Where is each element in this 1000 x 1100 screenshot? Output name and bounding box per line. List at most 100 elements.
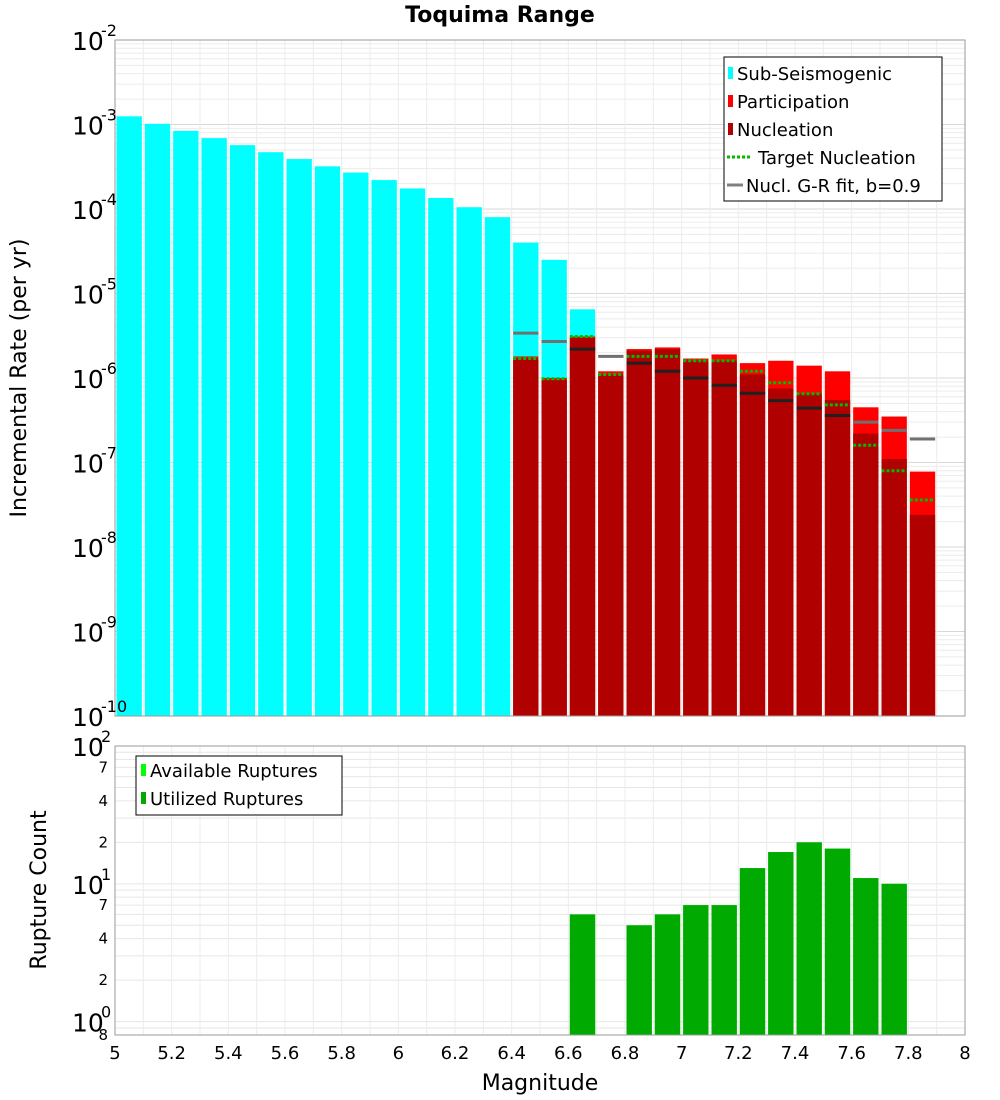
nucleation-bar <box>513 358 539 716</box>
bottom-y-tick-label: 10 <box>72 871 104 900</box>
top-y-tick-label: 10 <box>72 534 104 563</box>
nucleation-bar <box>909 514 936 716</box>
x-tick-label: 6.4 <box>497 1043 526 1064</box>
sub-seismogenic-bar <box>229 145 256 716</box>
top-y-tick-exponent: -2 <box>101 21 117 40</box>
bottom-y-tick-exponent: 1 <box>101 865 111 884</box>
bottom-legend-label: Available Ruptures <box>150 761 318 782</box>
sub-seismogenic-bar <box>371 180 397 716</box>
bottom-legend-swatch <box>141 764 146 776</box>
top-y-tick-label: 10 <box>72 112 104 141</box>
top-y-tick-exponent: -8 <box>101 528 117 547</box>
bottom-y-axis-label: Rupture Count <box>27 810 52 970</box>
bottom-y-tick-label: 10 <box>72 1009 104 1038</box>
sub-seismogenic-bar <box>484 217 511 716</box>
top-y-tick-exponent: -3 <box>101 106 117 125</box>
x-tick-label: 8 <box>959 1043 970 1064</box>
bottom-y-minor-tick-label: 2 <box>98 833 108 851</box>
x-axis-label: Magnitude <box>482 1071 599 1096</box>
bottom-y-tick-exponent: 0 <box>101 1003 111 1022</box>
nucleation-bar <box>824 399 851 716</box>
top-legend-swatch <box>728 123 733 135</box>
sub-seismogenic-bar <box>173 130 199 716</box>
x-tick-label: 7.2 <box>724 1043 753 1064</box>
bottom-legend-swatch <box>141 792 146 804</box>
sub-seismogenic-bar <box>399 188 426 716</box>
top-y-tick-label: 10 <box>72 619 104 648</box>
x-tick-label: 5.6 <box>271 1043 300 1064</box>
x-tick-label: 5.2 <box>157 1043 186 1064</box>
top-legend-swatch <box>728 67 733 79</box>
bottom-y-minor-tick-label: 2 <box>98 971 108 989</box>
bottom-y-tick-label: 10 <box>72 733 104 762</box>
top-y-tick-exponent: -4 <box>101 190 117 209</box>
top-y-tick-exponent: -10 <box>101 697 127 716</box>
top-legend-label: Nucl. G-R fit, b=0.9 <box>746 176 921 197</box>
bottom-legend-box <box>135 755 343 816</box>
utilized-ruptures-bar <box>683 905 709 1035</box>
top-bars <box>116 116 936 716</box>
bottom-bars <box>569 842 907 1035</box>
x-tick-label: 6.8 <box>611 1043 640 1064</box>
sub-seismogenic-bar <box>258 152 284 716</box>
nucleation-bar <box>739 374 766 716</box>
chart-title: Toquima Range <box>405 3 595 28</box>
nucleation-bar <box>569 337 596 716</box>
bottom-y-tick-exponent: 2 <box>101 727 111 746</box>
nucleation-bar <box>626 350 652 716</box>
top-y-tick-label: 10 <box>72 27 104 56</box>
top-y-tick-label: 10 <box>72 450 104 479</box>
nucleation-bar <box>598 374 624 716</box>
top-legend-label: Participation <box>737 92 849 113</box>
x-tick-label: 5.4 <box>214 1043 243 1064</box>
x-tick-label: 7 <box>676 1043 687 1064</box>
top-y-tick-exponent: -5 <box>101 275 117 294</box>
x-tick-label: 6.2 <box>441 1043 470 1064</box>
top-legend-label: Sub-Seismogenic <box>737 64 892 85</box>
sub-seismogenic-bar <box>428 197 454 716</box>
utilized-ruptures-bar <box>711 905 737 1035</box>
bottom-legend-label: Utilized Ruptures <box>150 789 303 810</box>
utilized-ruptures-bar <box>569 914 596 1035</box>
nucleation-bar <box>654 349 681 716</box>
bottom-y-minor-tick-label: 7 <box>98 758 108 776</box>
top-legend-box <box>723 56 943 202</box>
sub-seismogenic-bar <box>201 138 227 716</box>
x-tick-label: 7.8 <box>894 1043 923 1064</box>
utilized-ruptures-bar <box>881 883 907 1035</box>
x-tick-label: 6 <box>393 1043 404 1064</box>
x-tick-label: 5 <box>109 1043 120 1064</box>
x-tick-label: 6.6 <box>554 1043 583 1064</box>
utilized-ruptures-bar <box>654 914 681 1035</box>
top-y-axis-label: Incremental Rate (per yr) <box>7 239 32 518</box>
top-y-tick-exponent: -9 <box>101 613 117 632</box>
bottom-grid <box>115 746 966 1036</box>
top-y-tick-exponent: -7 <box>101 444 117 463</box>
top-y-tick-label: 10 <box>72 703 104 732</box>
utilized-ruptures-bar <box>796 842 822 1035</box>
bottom-y-minor-tick-label: 7 <box>98 896 108 914</box>
bottom-y-minor-tick-label: 8 <box>98 1026 108 1044</box>
bottom-y-minor-tick-label: 4 <box>98 792 108 810</box>
nucleation-bar <box>768 388 794 716</box>
top-y-tick-label: 10 <box>72 281 104 310</box>
top-y-tick-exponent: -6 <box>101 359 117 378</box>
x-tick-label: 7.4 <box>781 1043 810 1064</box>
nucleation-bar <box>541 379 567 716</box>
bottom-legend: Available Ruptures Utilized Ruptures <box>135 755 343 816</box>
nucleation-bar <box>711 360 737 716</box>
sub-seismogenic-bar <box>343 172 369 716</box>
sub-seismogenic-bar <box>144 123 171 716</box>
sub-seismogenic-bar <box>456 207 482 716</box>
nucleation-bar <box>683 360 709 716</box>
nucleation-bar <box>881 459 907 716</box>
utilized-ruptures-bar <box>853 878 879 1035</box>
utilized-ruptures-bar <box>626 925 652 1035</box>
bottom-plot-frame <box>114 745 966 1036</box>
top-legend: Sub-Seismogenic Participation Nucleation Ta… <box>723 56 943 202</box>
top-legend-label: Target Nucleation <box>757 148 916 169</box>
sub-seismogenic-bar <box>286 159 312 716</box>
top-plot-frame <box>114 39 966 717</box>
